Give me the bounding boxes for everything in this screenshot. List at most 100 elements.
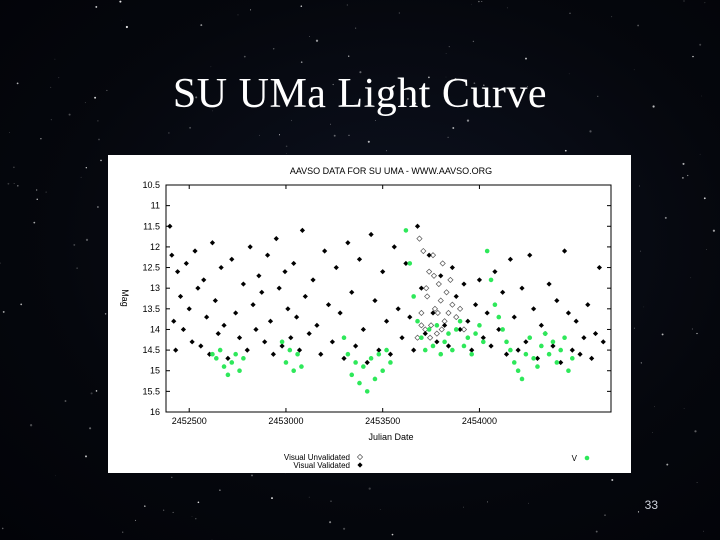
data-point [443, 289, 450, 296]
data-point [554, 297, 560, 304]
legend-label: Visual Validated [293, 461, 350, 470]
data-point [225, 355, 231, 361]
data-point [376, 351, 382, 357]
star [272, 48, 275, 50]
star [90, 392, 93, 395]
data-point [589, 355, 595, 361]
star [36, 198, 38, 200]
data-point [437, 297, 444, 304]
data-point [515, 368, 521, 374]
data-point [418, 285, 424, 291]
y-tick-label: 13 [150, 283, 160, 293]
data-point [476, 277, 483, 283]
star [17, 185, 19, 187]
slide-title: SU UMa Light Curve [172, 71, 548, 117]
data-point [345, 240, 351, 246]
star [639, 185, 641, 187]
data-point [422, 347, 428, 353]
data-point [600, 339, 606, 345]
star [703, 530, 704, 532]
data-point [291, 260, 297, 267]
data-point [195, 285, 201, 291]
data-point [407, 261, 413, 266]
star [343, 527, 346, 530]
legend-marker [356, 453, 364, 461]
y-tick-label: 13.5 [142, 304, 160, 314]
star [661, 333, 664, 336]
data-point [361, 364, 366, 369]
star [64, 400, 67, 402]
data-point [508, 347, 513, 353]
star [135, 519, 137, 521]
star [243, 55, 246, 58]
star [447, 136, 449, 139]
data-point [484, 310, 490, 316]
data-point [233, 351, 238, 357]
data-point [403, 228, 409, 233]
y-tick-label: 11.5 [143, 221, 160, 231]
data-point [189, 339, 195, 345]
data-point [247, 244, 253, 250]
data-point [461, 343, 467, 349]
star [98, 138, 100, 141]
star [466, 119, 470, 122]
data-point [291, 368, 296, 374]
data-point [337, 310, 343, 316]
star [95, 390, 98, 392]
data-point [333, 264, 339, 271]
star [355, 27, 357, 29]
star [506, 7, 508, 9]
chart-svg: AAVSO DATA FOR SU UMA - WWW.AAVSO.ORG 10… [120, 166, 612, 470]
data-point [218, 264, 224, 271]
data-point [423, 285, 430, 292]
data-point [446, 331, 451, 336]
data-point [384, 347, 389, 353]
data-point [426, 327, 432, 332]
star [478, 0, 480, 3]
data-point [175, 269, 181, 275]
star [691, 328, 693, 330]
data-point [296, 347, 303, 353]
star [171, 476, 173, 479]
data-point [221, 322, 227, 328]
data-point [388, 360, 393, 365]
data-point [438, 326, 445, 333]
data-point [472, 302, 479, 308]
star [106, 89, 108, 91]
star [13, 183, 15, 184]
data-point [171, 318, 177, 324]
data-point [577, 351, 583, 357]
data-point [527, 252, 533, 258]
data-point [259, 289, 265, 295]
data-point [492, 269, 498, 275]
data-point [570, 356, 575, 361]
star [45, 191, 47, 193]
star [1, 527, 4, 530]
star [330, 500, 332, 503]
data-point [565, 310, 572, 316]
star [309, 35, 310, 37]
star [16, 82, 19, 85]
data-point [186, 306, 192, 312]
star [683, 407, 685, 409]
star [379, 508, 381, 510]
data-point [283, 360, 289, 365]
star [58, 77, 60, 79]
x-tick-label: 2453500 [365, 416, 400, 426]
y-tick-label: 15 [150, 366, 160, 376]
data-point [422, 330, 428, 337]
data-point [314, 322, 320, 328]
data-point [279, 339, 285, 345]
data-point [364, 359, 370, 366]
data-point [430, 272, 438, 279]
star [696, 332, 698, 335]
data-point [368, 356, 374, 361]
star [448, 45, 450, 48]
data-point [169, 252, 175, 258]
star [125, 25, 128, 29]
star [329, 521, 332, 524]
star [300, 5, 303, 7]
legend-marker [357, 462, 363, 468]
data-point [236, 335, 243, 341]
star [200, 24, 203, 27]
